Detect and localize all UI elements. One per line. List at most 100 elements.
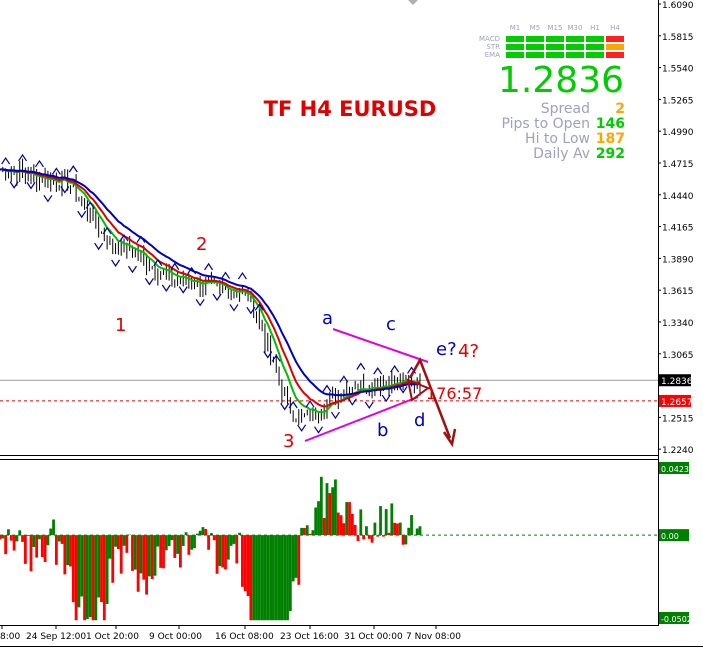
fractal-up-icon: [187, 266, 197, 275]
oscillator-bar: [283, 535, 287, 621]
oscillator-bar: [221, 535, 225, 568]
scroll-marker-icon[interactable]: [408, 0, 418, 5]
oscillator-bar: [280, 535, 284, 621]
oscillator-bar: [373, 522, 377, 536]
signal-row-label: MACD: [479, 35, 500, 43]
fractal-down-icon: [9, 181, 19, 189]
oscillator-bar: [94, 535, 98, 621]
fractal-down-icon: [43, 194, 53, 203]
oscillator-bar: [241, 535, 244, 587]
price-tick-label: 1.2240: [662, 446, 694, 456]
oscillator-bar: [162, 535, 165, 569]
oscillator-bar: [119, 535, 123, 574]
oscillator-bar: [390, 503, 394, 536]
fractal-down-icon: [381, 394, 391, 403]
current-price-label: 1.2836: [661, 377, 693, 387]
fractal-down-icon: [364, 401, 374, 410]
oscillator-bar: [303, 527, 306, 536]
oscillator-bar: [387, 532, 391, 536]
oscillator-value-box: [659, 612, 689, 624]
oscillator-value-label: 0.00: [661, 532, 679, 541]
oscillator-bar: [0, 535, 2, 540]
oscillator-layer: 0.0423 0.00 -0.05026: [0, 462, 697, 624]
timeframe-label: H4: [610, 24, 620, 32]
price-tick-label: 1.5815: [662, 33, 694, 43]
oscillator-bar: [249, 535, 253, 621]
fractal-up-icon: [322, 384, 332, 392]
oscillator-bar: [40, 535, 44, 558]
fractal-up-icon: [85, 201, 95, 209]
oscillator-bar: [367, 535, 371, 539]
oscillator-bar: [125, 535, 129, 553]
oscillator-bar: [85, 535, 89, 620]
oscillator-bar: [88, 535, 92, 618]
oscillator-bar: [111, 535, 115, 583]
timeframe-label: M15: [548, 24, 563, 32]
signal-cell: [606, 36, 624, 42]
price-axis-labels: 1.6090 1.5815 1.5540 1.5265 1.4990 1.4715 1.44…: [658, 1, 694, 456]
oscillator-bar: [274, 535, 278, 621]
timeframe-label: M30: [568, 24, 583, 32]
time-tick-label: 9 Oct 00:00: [149, 632, 202, 642]
oscillator-bar: [226, 535, 230, 560]
oscillator-bar: [69, 535, 72, 567]
wave-label: 1: [115, 315, 126, 336]
oscillator-bar: [184, 532, 188, 536]
oscillator-bar: [145, 535, 148, 595]
fractal-up-icon: [1, 157, 11, 165]
oscillator-bar: [91, 535, 95, 621]
stat-label: Hi to Low: [525, 131, 590, 147]
stat-value: 146: [596, 116, 625, 132]
fractal-up-icon: [356, 362, 366, 370]
oscillator-bar: [322, 517, 326, 536]
chart-title: TF H4 EURUSD: [264, 97, 437, 121]
oscillator-bar: [300, 527, 304, 536]
oscillator-bar: [179, 535, 182, 568]
time-remaining-label: 176:57: [426, 384, 482, 403]
time-tick-label: 23 Oct 16:00: [280, 632, 339, 642]
wave-label: c: [386, 314, 396, 335]
wave-label: d: [414, 410, 425, 431]
oscillator-bar: [356, 535, 360, 542]
oscillator-bar: [102, 535, 106, 621]
oscillator-bar: [297, 535, 301, 585]
signal-cell: [606, 52, 624, 58]
oscillator-bar: [66, 535, 70, 566]
time-tick-label: 16 Oct 08:00: [215, 632, 274, 642]
oscillator-bar: [164, 535, 168, 551]
bid-price: 1.2836: [498, 60, 624, 101]
fractal-down-icon: [280, 403, 290, 411]
oscillator-bar: [18, 530, 22, 536]
signal-cell: [606, 44, 624, 50]
oscillator-bar: [317, 501, 320, 536]
fractal-down-icon: [195, 299, 205, 307]
oscillator-bar: [131, 535, 134, 571]
oscillator-bar: [334, 479, 337, 536]
signal-row-label: EMA: [485, 51, 500, 59]
oscillator-bar: [142, 535, 146, 580]
oscillator-bar: [35, 535, 39, 558]
fractal-down-icon: [330, 411, 340, 420]
oscillator-bar: [365, 526, 368, 536]
oscillator-bar: [308, 533, 312, 536]
signal-cell: [586, 36, 604, 42]
oscillator-bar: [74, 535, 78, 621]
oscillator-bar: [404, 535, 408, 545]
oscillator-bar: [362, 535, 366, 540]
oscillator-bar: [311, 530, 315, 536]
oscillator-bar: [314, 507, 318, 536]
oscillator-bar: [156, 535, 160, 547]
fractal-up-icon: [119, 234, 129, 242]
price-tick-label: 1.4440: [662, 192, 694, 202]
oscillator-bar: [60, 535, 64, 544]
oscillator-bar: [353, 524, 357, 536]
fractal-up-icon: [373, 367, 383, 375]
oscillator-bar: [26, 535, 30, 536]
oscillator-bar: [29, 535, 33, 572]
oscillator-bar: [204, 528, 208, 536]
fractal-up-icon: [34, 159, 44, 168]
oscillator-bar: [105, 535, 109, 605]
marked-level-label: 1.2657: [661, 398, 693, 408]
oscillator-bar: [201, 527, 205, 536]
oscillator-bar: [49, 528, 53, 536]
